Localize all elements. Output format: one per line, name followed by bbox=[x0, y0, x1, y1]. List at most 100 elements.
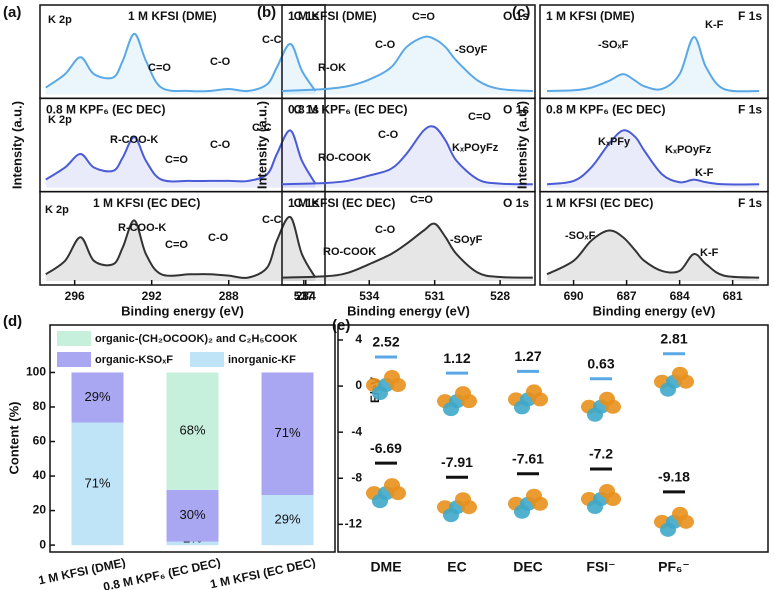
x-axis-label: Binding energy (eV) bbox=[347, 303, 470, 318]
bar-segment bbox=[71, 372, 124, 423]
y-axis-label: Intensity (a.u.) bbox=[254, 101, 269, 189]
orbital-lobe bbox=[599, 391, 615, 406]
panel-label: (b) bbox=[257, 4, 276, 21]
x-tick-label: 531 bbox=[425, 289, 445, 303]
value-label: 1.12 bbox=[443, 350, 470, 366]
orbital-lobe bbox=[372, 494, 388, 509]
peak-annotation: -SOₓF bbox=[565, 230, 596, 242]
peak-annotation: C=O bbox=[410, 194, 433, 206]
peak-annotation: C=O bbox=[165, 239, 188, 251]
y-tick-label: -12 bbox=[345, 517, 363, 531]
y-tick-label: 80 bbox=[33, 399, 47, 413]
peak-annotation: C=O bbox=[412, 11, 435, 23]
peak-annotation: C=O bbox=[148, 62, 171, 74]
x-tick-label: 534 bbox=[359, 289, 379, 303]
y-axis-label: Intensity (a.u.) bbox=[514, 101, 529, 189]
peak-annotation: C-C bbox=[252, 122, 272, 134]
spectrum-fill bbox=[547, 130, 760, 188]
y-tick-label: -8 bbox=[351, 470, 362, 484]
element-label: O 1s bbox=[503, 9, 529, 23]
subplot-title: 1 M KFSI (DME) bbox=[288, 9, 377, 23]
orbital-lobe bbox=[660, 522, 676, 537]
element-label: F 1s bbox=[738, 9, 762, 23]
value-label: -7.2 bbox=[589, 446, 613, 462]
value-label: -6.69 bbox=[370, 440, 402, 456]
peak-annotation: C-O bbox=[210, 139, 231, 151]
subplot-title: 1 M KFSI (EC DEC) bbox=[288, 196, 395, 210]
value-label: -9.18 bbox=[658, 469, 690, 485]
x-tick-label: 687 bbox=[617, 289, 637, 303]
spectrum-line bbox=[45, 129, 317, 185]
orbital-lobe bbox=[455, 492, 471, 507]
y-tick-label: 100 bbox=[26, 365, 46, 379]
bar-segment bbox=[166, 489, 219, 542]
subplot-title: 0.8 M KPF₆ (EC DEC) bbox=[288, 103, 407, 117]
panel-label: (c) bbox=[512, 4, 530, 21]
plot-frame bbox=[49, 324, 336, 553]
spectrum-fill bbox=[282, 36, 533, 95]
orbital-lobe bbox=[660, 382, 676, 397]
bar-segment bbox=[261, 495, 314, 546]
subplot-title: 1 M KFSI (EC DEC) bbox=[546, 196, 653, 210]
element-label: F 1s bbox=[738, 103, 762, 117]
subplot-title: 0.8 M KPF₆ (EC DEC) bbox=[546, 103, 665, 117]
spectrum-line bbox=[45, 32, 317, 93]
peak-annotation: K-F bbox=[700, 247, 719, 259]
x-tick-label: EC bbox=[447, 559, 466, 575]
x-tick-label: 284 bbox=[296, 289, 316, 303]
subplot-title: 1 M KFSI (DME) bbox=[546, 9, 635, 23]
value-label: 30% bbox=[179, 507, 205, 522]
x-tick-label: 288 bbox=[219, 289, 239, 303]
value-label: 2.52 bbox=[372, 334, 399, 350]
orbital-lobe bbox=[672, 506, 688, 521]
peak-annotation: C-O bbox=[375, 224, 396, 236]
legend-swatch bbox=[57, 331, 91, 346]
peak-annotation: C-C bbox=[262, 214, 282, 226]
peak-annotation: C=O bbox=[468, 111, 491, 123]
subplot-frame bbox=[281, 190, 536, 286]
spectrum-fill bbox=[45, 130, 316, 188]
peak-annotation: K 2p bbox=[45, 204, 69, 216]
y-axis-label: Content (%) bbox=[6, 402, 21, 475]
plot-frame bbox=[337, 324, 769, 553]
value-label: 2.81 bbox=[660, 330, 687, 346]
orbital-lobe bbox=[514, 400, 530, 415]
value-label: -7.91 bbox=[441, 454, 473, 470]
element-label: C 1s bbox=[294, 196, 320, 210]
y-tick-label: -4 bbox=[351, 424, 362, 438]
peak-annotation: -SOyF bbox=[455, 44, 488, 56]
peak-annotation: C-O bbox=[208, 232, 229, 244]
orbital-lobe bbox=[526, 488, 542, 503]
y-tick-label: 4 bbox=[355, 332, 362, 346]
peak-annotation: K 2p bbox=[48, 14, 72, 26]
orbital-lobe bbox=[443, 402, 459, 417]
y-tick-label: 20 bbox=[33, 503, 47, 517]
orbital-lobe bbox=[514, 504, 530, 519]
panel-label: (a) bbox=[3, 4, 21, 21]
peak-annotation: -SOyF bbox=[450, 234, 483, 246]
peak-annotation: C=O bbox=[165, 154, 188, 166]
spectrum-fill bbox=[282, 126, 533, 188]
value-label: 71% bbox=[274, 425, 300, 440]
bar-segment bbox=[166, 372, 219, 490]
spectrum-line bbox=[546, 129, 760, 186]
peak-annotation: R-COO-K bbox=[110, 134, 158, 146]
peak-annotation: C-C bbox=[262, 34, 282, 46]
panel-label: (d) bbox=[3, 313, 22, 330]
x-tick-label: PF₆⁻ bbox=[658, 559, 690, 575]
spectrum-line bbox=[281, 35, 533, 92]
legend-swatch bbox=[190, 352, 224, 367]
spectrum-line bbox=[281, 125, 533, 186]
peak-annotation: K-F bbox=[705, 19, 724, 31]
spectrum-line bbox=[45, 216, 317, 279]
legend-label: inorganic-KF bbox=[228, 354, 296, 366]
spectrum-line bbox=[281, 222, 533, 279]
orbital-lobe bbox=[587, 500, 603, 515]
x-tick-label: 537 bbox=[294, 289, 314, 303]
bar-segment bbox=[71, 422, 124, 546]
value-label: 68% bbox=[179, 423, 205, 438]
value-label: -7.61 bbox=[512, 450, 544, 466]
peak-annotation: C-O bbox=[378, 129, 399, 141]
x-tick-label: DEC bbox=[513, 559, 543, 575]
element-label: C 1s bbox=[294, 9, 320, 23]
